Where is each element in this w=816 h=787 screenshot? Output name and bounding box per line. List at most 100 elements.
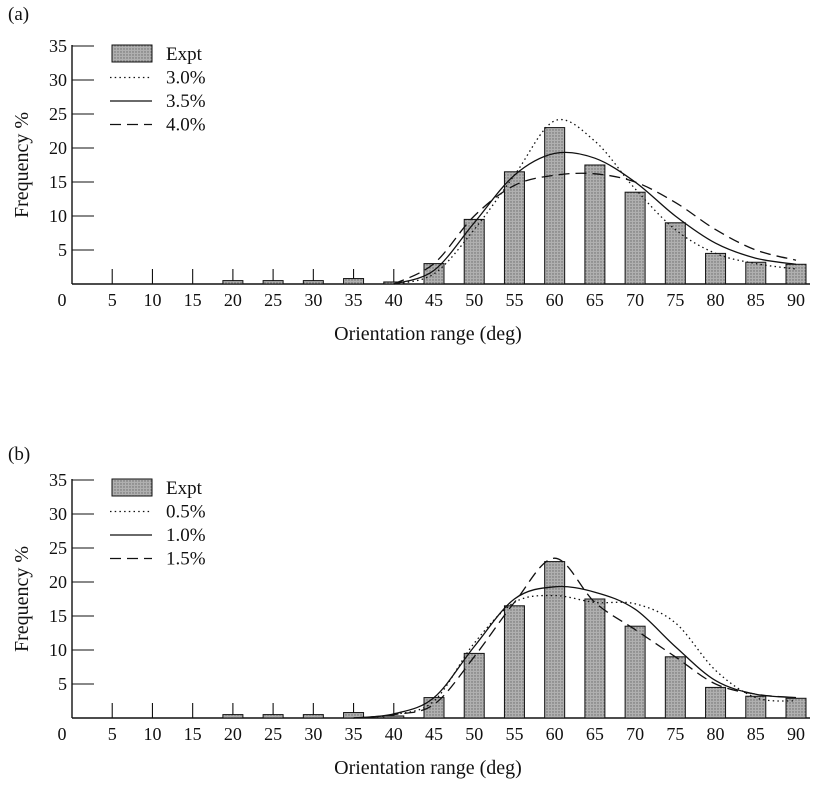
x-tick-label: 85 xyxy=(747,290,765,310)
x-tick-label: 75 xyxy=(666,290,684,310)
bar xyxy=(383,715,405,719)
y-tick-label: 10 xyxy=(49,206,67,226)
bar xyxy=(343,712,365,719)
x-tick-label: 10 xyxy=(143,724,161,744)
bar xyxy=(705,686,727,719)
legend-label: 0.5% xyxy=(166,502,206,523)
bar xyxy=(584,598,606,719)
series-line-solid xyxy=(393,151,797,285)
x-tick-label: 65 xyxy=(586,724,604,744)
bar xyxy=(624,625,646,719)
bar xyxy=(262,280,284,285)
panel-label: (a) xyxy=(8,4,29,25)
bar xyxy=(745,261,767,285)
legend-label: 1.0% xyxy=(166,525,206,546)
legend-swatch-bar xyxy=(111,478,153,497)
panel-label: (b) xyxy=(8,444,30,465)
x-tick-label: 35 xyxy=(345,724,363,744)
bar xyxy=(745,695,767,719)
x-tick-label: 20 xyxy=(224,290,242,310)
x-tick-label: 5 xyxy=(108,724,117,744)
series-line-dashed xyxy=(393,172,797,285)
bar xyxy=(503,605,525,719)
bar xyxy=(222,280,244,285)
x-tick-label: 15 xyxy=(184,724,202,744)
x-tick-label: 80 xyxy=(707,290,725,310)
legend-label: 1.5% xyxy=(166,549,206,570)
x-tick-label: 25 xyxy=(264,290,282,310)
x-tick-label: 85 xyxy=(747,724,765,744)
x-tick-label: 20 xyxy=(224,724,242,744)
x-tick-label: 45 xyxy=(425,290,443,310)
bar xyxy=(785,263,807,285)
series-line-dashed xyxy=(353,557,797,719)
y-tick-label: 15 xyxy=(49,606,67,626)
x-tick-label: 55 xyxy=(505,724,523,744)
x-tick-label: 70 xyxy=(626,724,644,744)
series-line-solid xyxy=(353,585,797,719)
bar xyxy=(463,218,485,285)
y-tick-label: 5 xyxy=(58,240,67,260)
y-tick-label: 30 xyxy=(49,70,67,90)
bar xyxy=(302,714,324,719)
bar xyxy=(705,252,727,285)
bar xyxy=(262,714,284,719)
panel-b: (b) 5 10 15 20 25 30 35 0 5 10 15 20 25 30 35 40 45 50 55 60… xyxy=(8,444,810,779)
bar xyxy=(624,191,646,285)
x-tick-label: 50 xyxy=(465,290,483,310)
x-tick-label: 90 xyxy=(787,724,805,744)
x-tick-label: 35 xyxy=(345,290,363,310)
legend-label: 3.5% xyxy=(166,91,206,112)
legend-swatch-bar xyxy=(111,44,153,63)
x-tick-label: 10 xyxy=(143,290,161,310)
x-tick-label: 45 xyxy=(425,724,443,744)
bar xyxy=(584,164,606,285)
y-tick-label: 25 xyxy=(49,538,67,558)
bar xyxy=(664,222,686,285)
y-axis-title: Frequency % xyxy=(11,546,33,652)
panel-a: (a) 5 10 15 20 25 30 35 0 5 10 15 20 25 30 35 40 45 50 55 60… xyxy=(8,4,810,345)
bar xyxy=(785,697,807,719)
series-line-dotted xyxy=(393,118,797,285)
legend-label: Expt xyxy=(166,478,203,499)
x-tick-label: 0 xyxy=(58,724,67,744)
x-tick-label: 50 xyxy=(465,724,483,744)
legend-label: 3.0% xyxy=(166,68,206,89)
y-tick-label: 15 xyxy=(49,172,67,192)
x-tick-label: 65 xyxy=(586,290,604,310)
bar xyxy=(302,280,324,285)
bar xyxy=(664,656,686,719)
bar xyxy=(463,652,485,719)
y-tick-label: 35 xyxy=(49,36,67,56)
bar xyxy=(423,263,445,285)
y-axis-title: Frequency % xyxy=(11,112,33,218)
x-tick-label: 40 xyxy=(385,724,403,744)
x-tick-label: 25 xyxy=(264,724,282,744)
y-tick-label: 30 xyxy=(49,504,67,524)
y-tick-label: 10 xyxy=(49,640,67,660)
bar xyxy=(544,561,566,719)
x-tick-label: 80 xyxy=(707,724,725,744)
bar xyxy=(544,127,566,285)
x-tick-label: 30 xyxy=(304,290,322,310)
bar xyxy=(222,714,244,719)
x-tick-label: 30 xyxy=(304,724,322,744)
x-tick-label: 60 xyxy=(546,724,564,744)
y-tick-label: 20 xyxy=(49,572,67,592)
y-tick-label: 20 xyxy=(49,138,67,158)
x-tick-label: 90 xyxy=(787,290,805,310)
x-axis-title: Orientation range (deg) xyxy=(334,757,522,779)
x-tick-label: 0 xyxy=(58,290,67,310)
x-axis-title: Orientation range (deg) xyxy=(334,323,522,345)
x-tick-label: 75 xyxy=(666,724,684,744)
bar xyxy=(343,278,365,285)
series-line-dotted xyxy=(353,594,797,719)
x-tick-label: 5 xyxy=(108,290,117,310)
x-tick-label: 60 xyxy=(546,290,564,310)
legend-label: 4.0% xyxy=(166,115,206,136)
x-tick-label: 15 xyxy=(184,290,202,310)
y-tick-label: 35 xyxy=(49,470,67,490)
x-tick-label: 40 xyxy=(385,290,403,310)
